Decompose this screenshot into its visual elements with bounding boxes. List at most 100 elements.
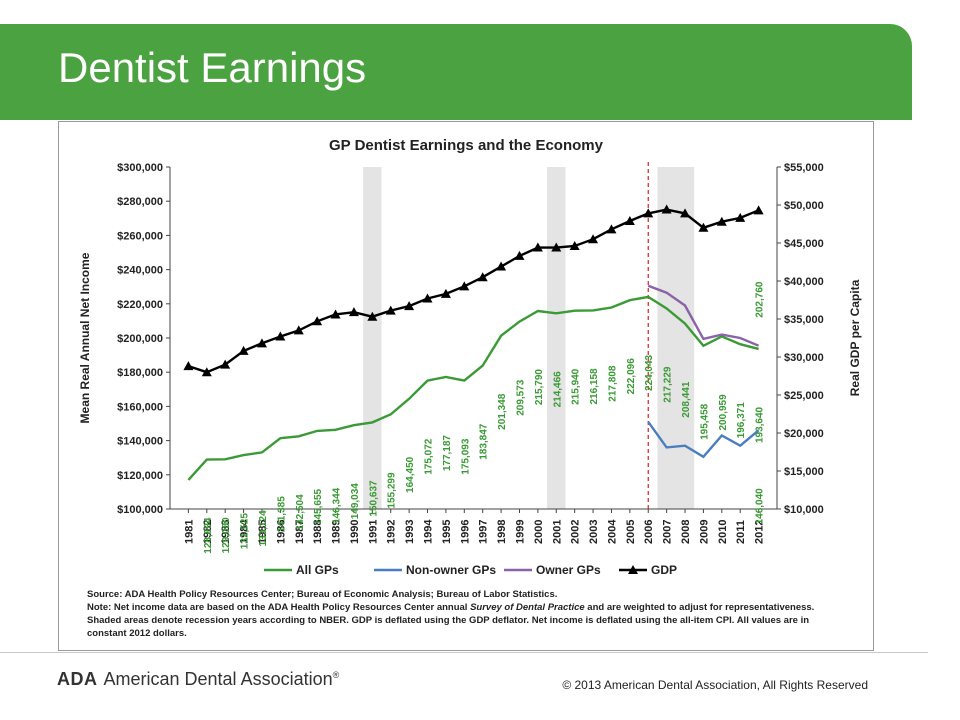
x-tick-label: 1983: [220, 520, 232, 544]
data-label-all-gps: 141,385: [276, 496, 287, 533]
data-label-all-gps: 149,034: [350, 483, 361, 520]
y-tick-label-left: $100,000: [117, 504, 163, 516]
x-tick-label: 1996: [459, 520, 471, 544]
gdp-point: [716, 216, 727, 226]
data-label-all-gps: 200,959: [718, 394, 729, 431]
x-tick-label: 1985: [257, 520, 269, 544]
note-line-2: Note: Net income data are based on the A…: [87, 601, 867, 614]
gdp-point: [293, 325, 304, 335]
gdp-point: [624, 215, 635, 225]
y-tick-label-left: $180,000: [117, 367, 163, 379]
gdp-point: [680, 208, 691, 218]
gdp-point: [735, 212, 746, 222]
data-label-all-gps: 145,655: [313, 489, 324, 526]
y-tick-label-right: $40,000: [784, 276, 824, 288]
note-line-4: constant 2012 dollars.: [87, 628, 187, 639]
chart-title: GP Dentist Earnings and the Economy: [329, 137, 604, 154]
gdp-point: [330, 309, 341, 319]
data-label-all-gps: 193,640: [755, 406, 766, 443]
x-tick-label: 2001: [551, 520, 563, 544]
data-label-all-gps: 195,458: [699, 403, 710, 440]
legend-marker-gdp: [628, 565, 638, 574]
x-tick-label: 1988: [312, 520, 324, 544]
chart: GP Dentist Earnings and the Economy $100,…: [78, 137, 862, 577]
data-label-all-gps: 196,371: [736, 402, 747, 439]
x-tick-label: 2007: [662, 520, 674, 544]
y-tick-label-right: $30,000: [784, 352, 824, 364]
gdp-point: [753, 205, 764, 215]
gdp-point: [275, 331, 286, 341]
x-tick-label: 1981: [183, 520, 195, 544]
y-tick-label-left: $280,000: [117, 196, 163, 208]
x-tick-label: 2008: [680, 520, 692, 544]
data-label-all-gps: 217,229: [663, 366, 674, 403]
gdp-point: [220, 359, 231, 369]
gdp-point: [201, 367, 212, 377]
data-label-all-gps: 217,808: [607, 365, 618, 402]
gdp-point: [385, 305, 396, 315]
logo-registered: ®: [332, 670, 340, 680]
data-label-all-gps: 133,124: [258, 510, 269, 547]
gdp-point: [606, 224, 617, 234]
gdp-point: [422, 293, 433, 303]
x-tick-label: 1984: [239, 519, 251, 544]
y-tick-label-right: $20,000: [784, 428, 824, 440]
copyright: © 2013 American Dental Association, All …: [562, 678, 868, 692]
legend-label-owner-gps: Owner GPs: [536, 563, 601, 577]
gdp-point: [256, 338, 267, 348]
data-label-all-gps: 155,299: [387, 472, 398, 509]
series-line-owner-gps: [647, 284, 760, 347]
x-tick-label: 2004: [606, 519, 618, 544]
x-tick-label: 2002: [570, 520, 582, 544]
y-tick-label-left: $300,000: [117, 162, 163, 174]
data-label-owner-gps: 202,760: [755, 281, 766, 318]
recession-band-0: [363, 167, 382, 509]
data-label-all-gps: 128,894: [203, 517, 214, 554]
series-line-all-gps: [187, 295, 759, 481]
data-label-all-gps: 183,847: [479, 423, 490, 460]
footer-divider: [0, 652, 928, 653]
legend-label-all-gps: All GPs: [296, 563, 339, 577]
ada-logo: ADA American Dental Association®: [57, 669, 339, 690]
data-label-all-gps: 215,940: [571, 368, 582, 405]
gdp-point: [404, 301, 415, 311]
x-tick-label: 1986: [275, 520, 287, 544]
y-tick-label-right: $15,000: [784, 466, 824, 478]
y-tick-label-left: $200,000: [117, 333, 163, 345]
data-label-all-gps: 224,043: [644, 354, 655, 391]
recession-band-2: [657, 167, 695, 509]
y-axis-title-left: Mean Real Annual Net Income: [78, 252, 92, 423]
note-line-2-end: and are weighted to adjust for represent…: [584, 602, 815, 613]
x-tick-label: 1999: [514, 520, 526, 544]
y-tick-label-left: $220,000: [117, 299, 163, 311]
gdp-point: [440, 288, 451, 298]
gdp-point: [496, 261, 507, 271]
x-tick-label: 1982: [202, 520, 214, 544]
gdp-point: [238, 345, 249, 355]
data-label-all-gps: 150,637: [368, 480, 379, 517]
gdp-point: [551, 242, 562, 252]
y-tick-label-right: $25,000: [784, 390, 824, 402]
legend-label-non-owner-gps: Non-owner GPs: [406, 563, 496, 577]
data-label-all-gps: 209,573: [515, 379, 526, 416]
x-tick-label: 1990: [349, 520, 361, 544]
page-title: Dentist Earnings: [58, 44, 367, 91]
gdp-point: [643, 208, 654, 218]
y-tick-label-left: $120,000: [117, 470, 163, 482]
x-tick-label: 1995: [441, 520, 453, 544]
x-tick-label: 1992: [386, 520, 398, 544]
logo-text: American Dental Association: [103, 669, 333, 689]
legend-label-gdp: GDP: [651, 563, 677, 577]
y-tick-label-right: $50,000: [784, 200, 824, 212]
y-tick-label-right: $55,000: [784, 162, 824, 174]
data-label-all-gps: 142,504: [295, 494, 306, 531]
survey-title: Survey of Dental Practice: [470, 602, 585, 613]
data-label-non-owner-gps: 146,040: [755, 488, 766, 525]
data-label-all-gps: 208,441: [681, 381, 692, 418]
x-tick-label: 1989: [331, 520, 343, 544]
data-label-all-gps: 215,790: [534, 369, 545, 406]
data-label-all-gps: 177,187: [442, 435, 453, 472]
gdp-point: [569, 241, 580, 251]
data-label-all-gps: 216,158: [589, 368, 600, 405]
x-tick-label: 2009: [698, 520, 710, 544]
